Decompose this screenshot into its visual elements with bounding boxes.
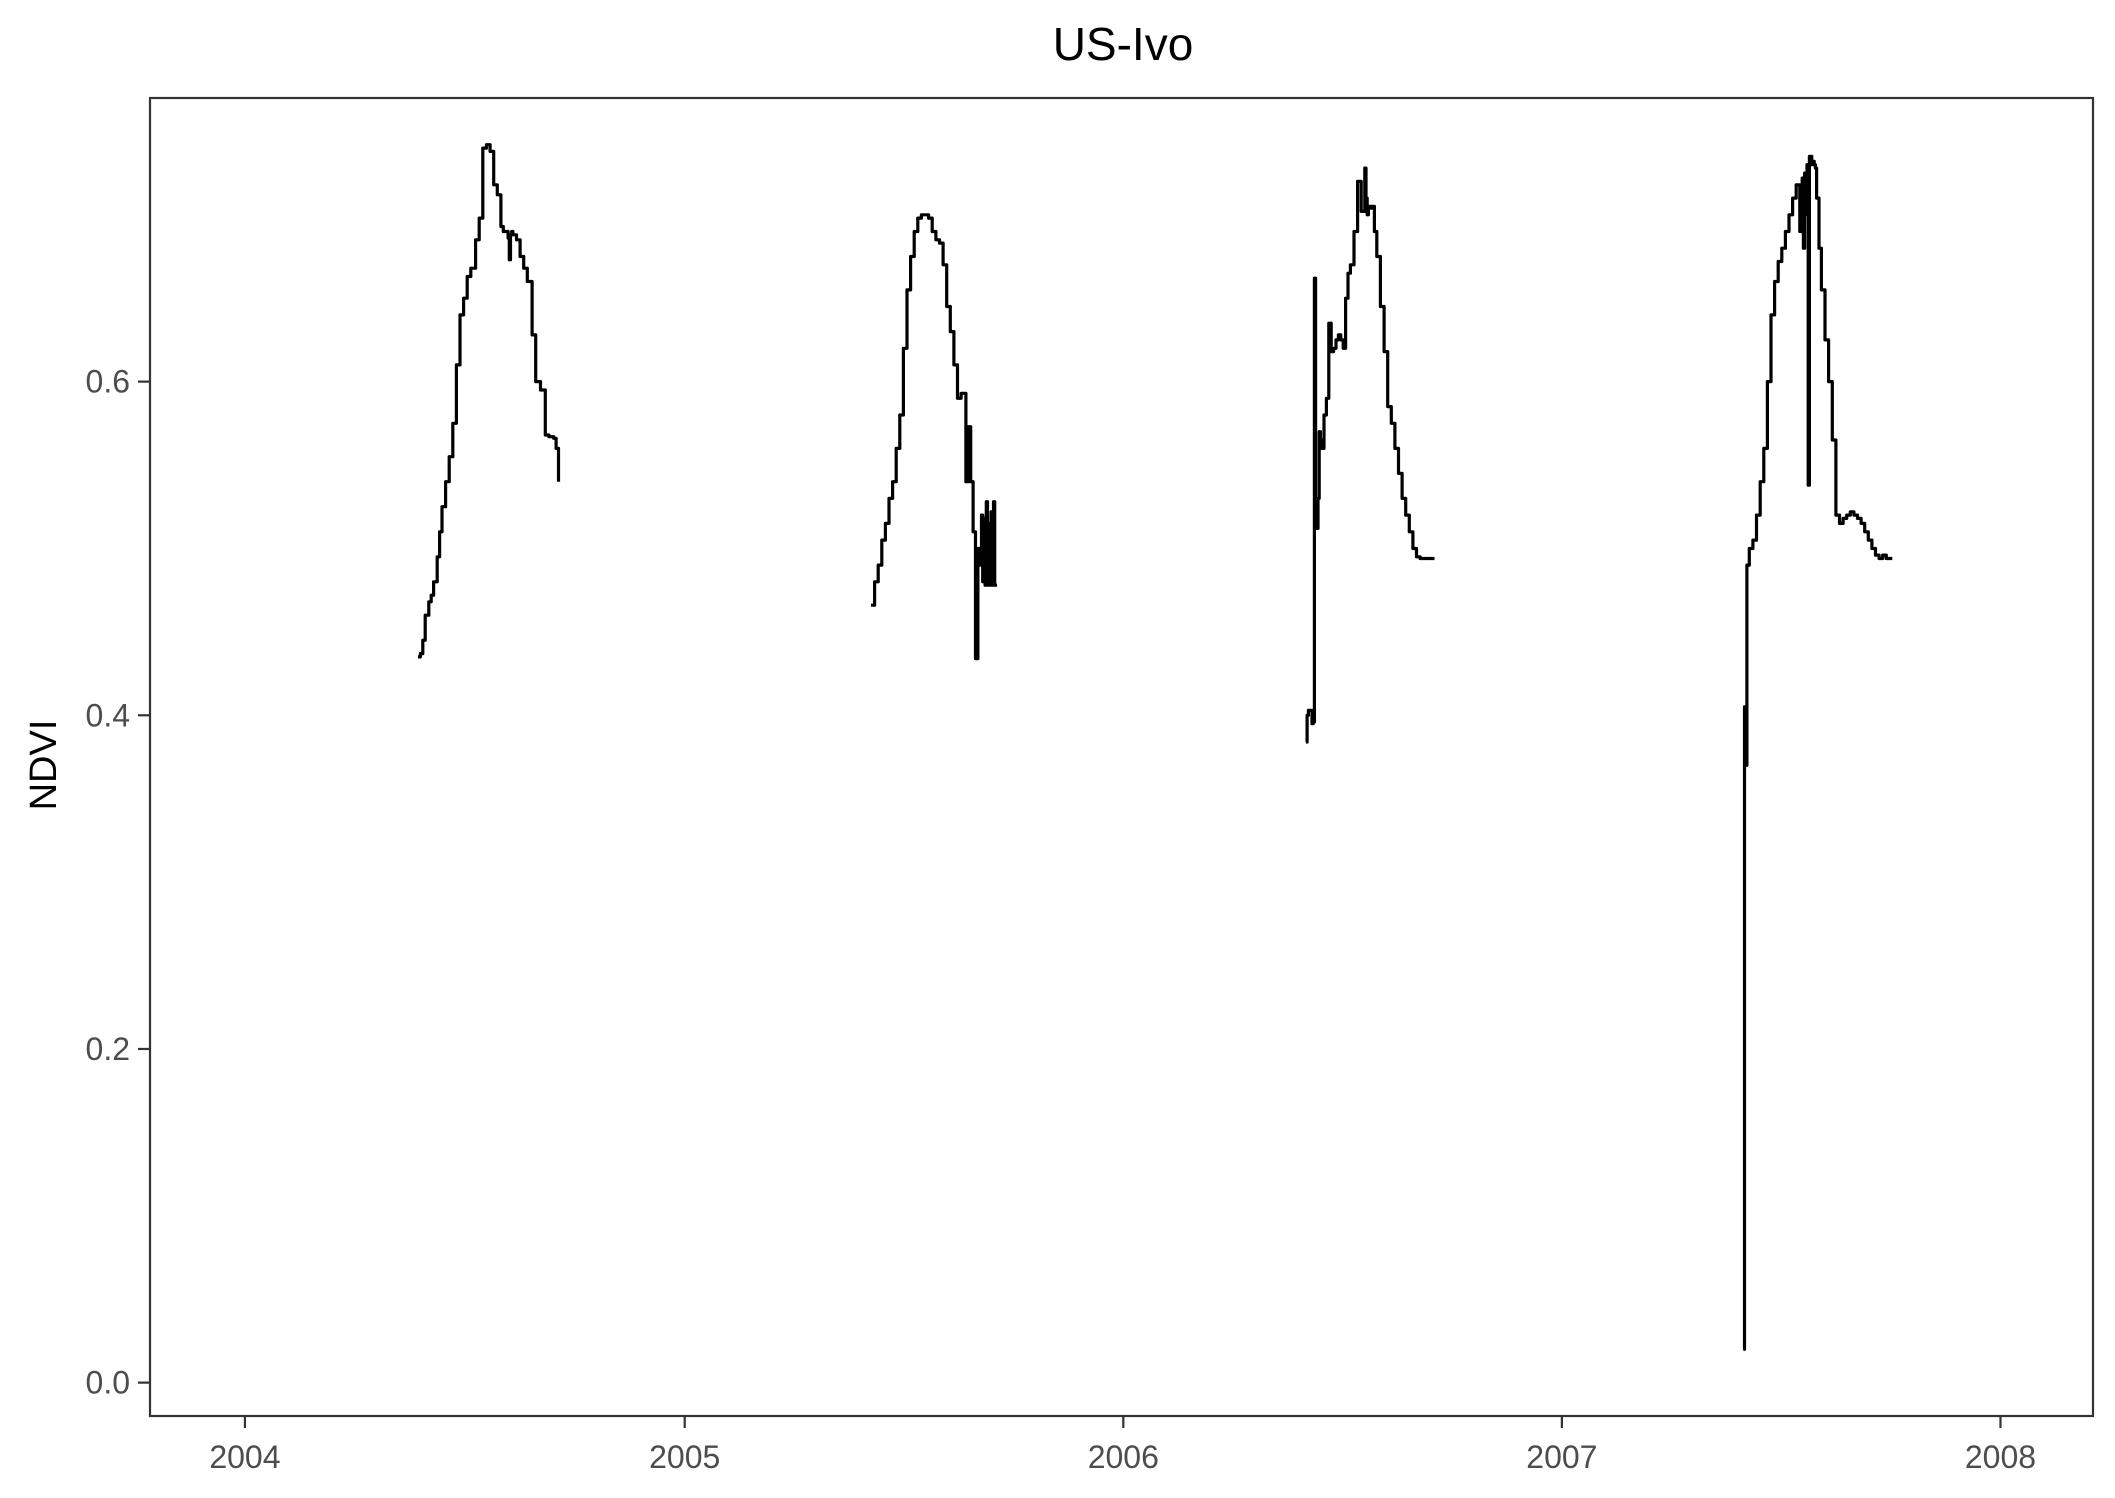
ndvi-line-segment-4	[1742, 154, 1893, 1351]
y-axis: 0.0 0.2 0.4 0.6	[86, 364, 150, 1401]
x-tick-label: 2006	[1088, 1439, 1159, 1475]
y-tick-label: 0.2	[86, 1031, 130, 1067]
x-tick-label: 2005	[649, 1439, 720, 1475]
y-axis-label: NDVI	[23, 720, 65, 811]
x-tick-label: 2008	[1965, 1439, 2036, 1475]
plot-panel	[148, 96, 2095, 1418]
chart-title: US-Ivo	[1053, 18, 1194, 70]
ndvi-line-segment-1	[418, 143, 561, 659]
ndvi-line-segment-2	[871, 213, 998, 661]
x-tick-label: 2007	[1526, 1439, 1597, 1475]
y-tick-label: 0.4	[86, 697, 130, 733]
x-axis: 2004 2005 2006 2007 2008	[209, 1416, 2036, 1475]
x-tick-label: 2004	[209, 1439, 280, 1475]
y-tick-label: 0.6	[86, 364, 130, 400]
y-tick-label: 0.0	[86, 1365, 130, 1401]
ndvi-series	[418, 143, 1893, 1351]
ndvi-line-segment-3	[1305, 166, 1435, 744]
